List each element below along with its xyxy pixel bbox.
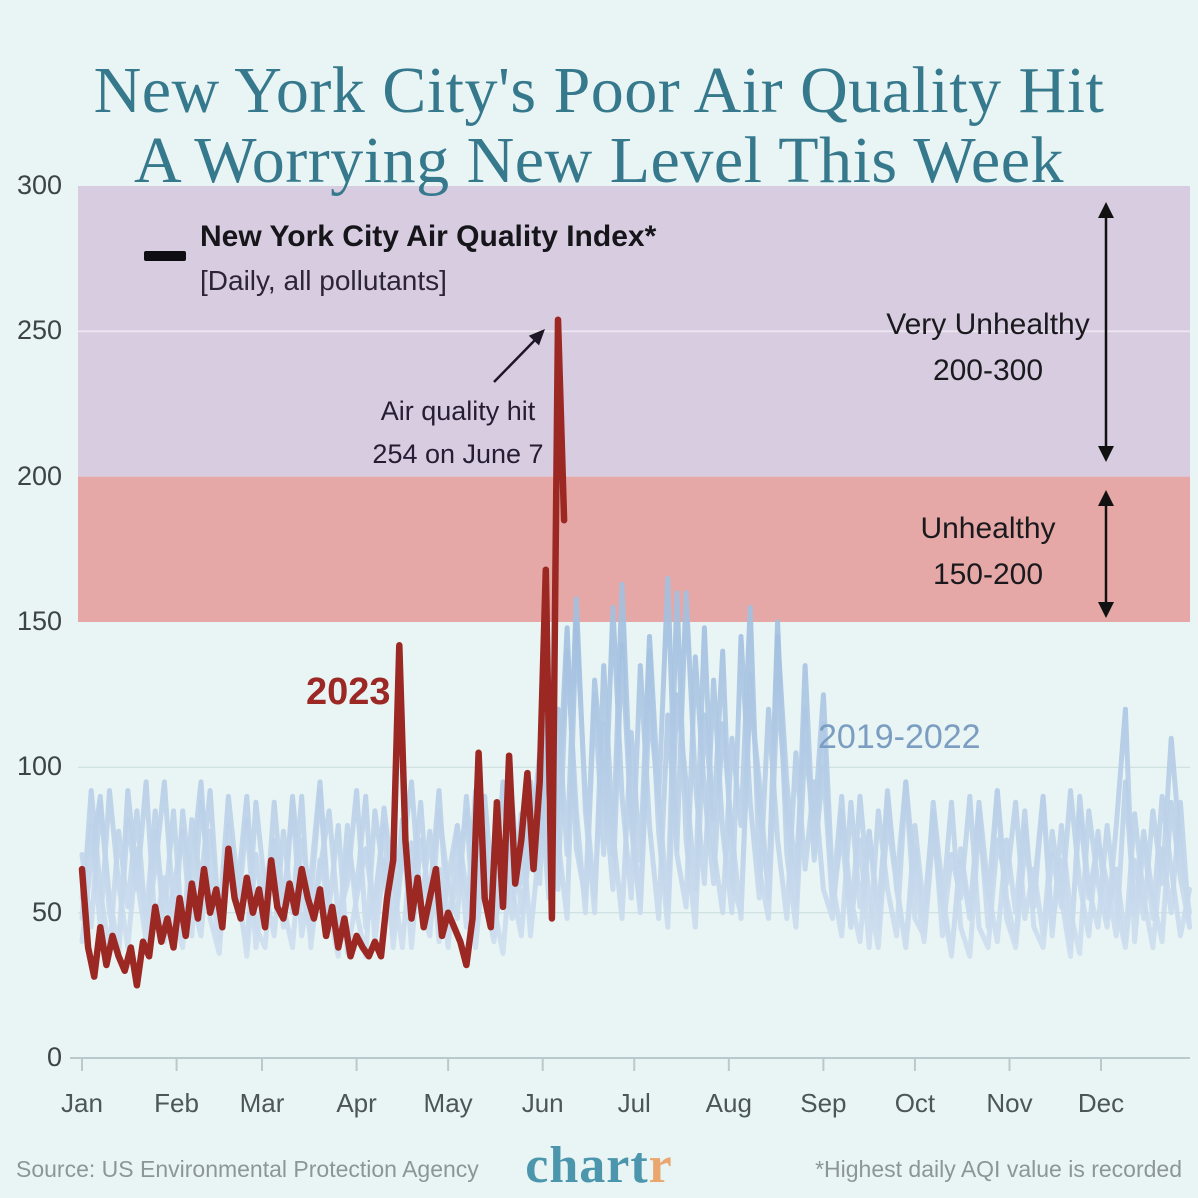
annotation-arrow-icon [493, 339, 536, 383]
peak-annotation-line-1: Air quality hit [380, 396, 536, 426]
x-tick-label-Jul: Jul [617, 1088, 651, 1118]
range-arrow-very-unhealthy-icon-top-head-icon [1098, 202, 1114, 218]
page-title: New York City's Poor Air Quality Hit A W… [0, 56, 1198, 195]
x-tick-label-Nov: Nov [986, 1088, 1033, 1118]
x-tick-label-Aug: Aug [705, 1088, 752, 1118]
x-tick-label-Oct: Oct [894, 1088, 936, 1118]
x-tick-label-Sep: Sep [800, 1088, 847, 1118]
chartr-logo-chart: chart [525, 1137, 649, 1194]
aqi-footnote: *Highest daily AQI value is recorded [815, 1156, 1182, 1182]
peak-annotation-line-2: 254 on June 7 [372, 439, 544, 469]
line-2023 [78, 316, 568, 989]
legend-subtitle: [Daily, all pollutants] [200, 265, 447, 296]
y-tick-label-100: 100 [16, 751, 62, 782]
y-tick-label-0: 0 [46, 1042, 62, 1072]
chartr-logo: chartr [0, 1136, 1198, 1195]
x-axis [70, 1057, 1190, 1071]
y-tick-label-200: 200 [16, 460, 62, 491]
title-line-2: A Worrying New Level This Week [133, 123, 1065, 197]
range-arrow-very-unhealthy-icon-bottom-head-icon [1098, 446, 1114, 462]
x-tick-label-Apr: Apr [336, 1088, 377, 1118]
range-arrow-unhealthy-icon-top-head-icon [1098, 490, 1114, 506]
annotation-arrowhead-icon [528, 329, 545, 346]
series-label-2019-2022: 2019-2022 [818, 718, 981, 756]
y-tick-label-250: 250 [16, 315, 62, 346]
band-label-unhealthy: Unhealthy [920, 512, 1056, 545]
range-arrow-unhealthy-icon-bottom-head-icon [1098, 602, 1114, 618]
x-tick-label-Dec: Dec [1077, 1088, 1125, 1118]
band-unhealthy [78, 476, 1190, 622]
title-line-1: New York City's Poor Air Quality Hit [93, 54, 1105, 128]
y-tick-label-50: 50 [31, 896, 62, 927]
legend-line-swatch [144, 251, 186, 261]
x-tick-label-Mar: Mar [239, 1088, 285, 1118]
y-tick-label-300: 300 [16, 169, 62, 200]
series-label-2023: 2023 [306, 671, 391, 713]
peak-annotation: Air quality hit 254 on June 7 [330, 390, 586, 476]
x-tick-label-Jan: Jan [61, 1088, 103, 1118]
x-tick-label-May: May [423, 1088, 473, 1118]
x-tick-label-Feb: Feb [154, 1088, 199, 1118]
source-credit: Source: US Environmental Protection Agen… [16, 1156, 479, 1182]
data-lines [78, 316, 1192, 989]
band-label-very-unhealthy: Very Unhealthy [886, 308, 1090, 341]
x-tick-label-Jun: Jun [521, 1088, 564, 1118]
band-range-unhealthy: 150-200 [932, 558, 1044, 591]
chartr-logo-r: r [648, 1137, 673, 1194]
band-range-very-unhealthy: 200-300 [932, 354, 1044, 387]
arrows [493, 202, 1114, 618]
y-tick-label-150: 150 [16, 605, 62, 636]
legend-title: New York City Air Quality Index* [200, 220, 657, 253]
